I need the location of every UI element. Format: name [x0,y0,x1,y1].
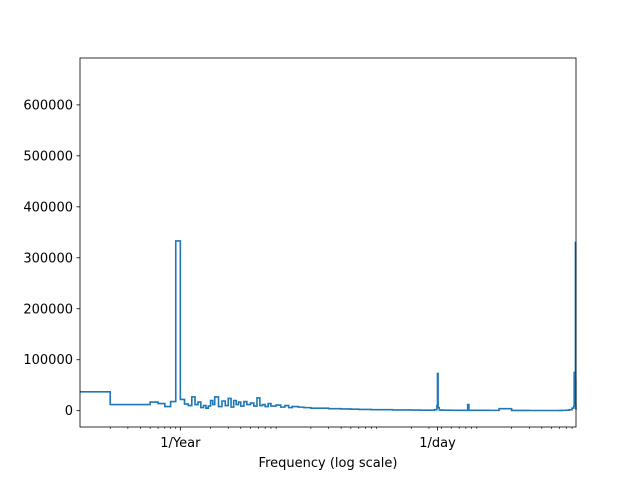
plot-frame [79,57,577,428]
series-line [80,240,577,412]
y-axis-ticks: 0 100000 200000 300000 400000 500000 600000 [23,98,80,419]
y-tick-label: 100000 [23,353,73,368]
x-tick-label: 1/day [419,436,456,451]
x-axis-title: Frequency (log scale) [259,456,398,471]
y-tick-label: 200000 [23,302,73,317]
y-tick-label: 300000 [23,251,73,266]
plot-area [80,58,576,427]
y-tick-label: 400000 [23,200,73,215]
y-tick-label: 0 [65,404,73,419]
x-axis-ticks: 1/Year 1/day [160,427,456,451]
y-tick-label: 600000 [23,98,73,113]
y-tick-label: 500000 [23,149,73,164]
x-tick-label: 1/Year [160,436,201,451]
